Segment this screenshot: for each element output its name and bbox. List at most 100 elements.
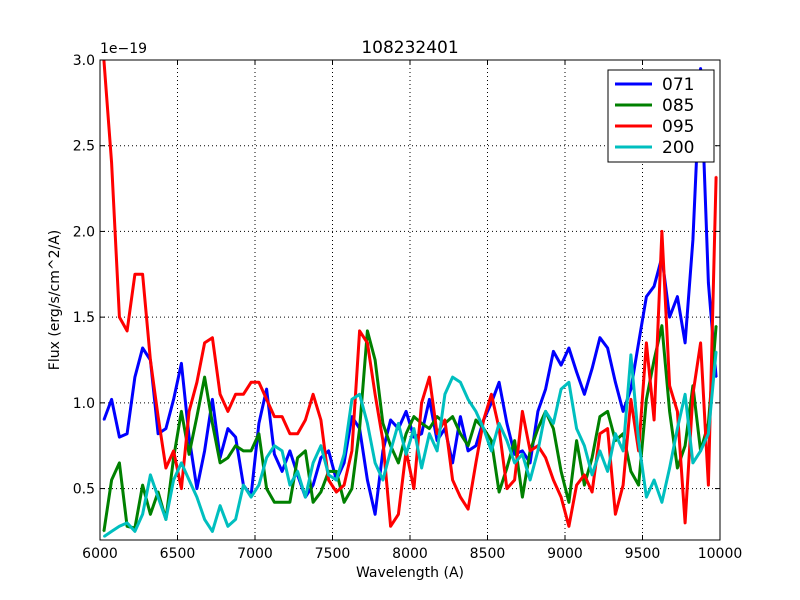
data-point — [126, 522, 128, 524]
series-200 — [103, 350, 718, 538]
data-point — [242, 484, 245, 486]
data-point — [227, 525, 229, 528]
chart-title: 108232401 — [361, 38, 458, 58]
data-point — [134, 273, 136, 276]
y-scale-label: 1e−19 — [100, 41, 147, 57]
data-point — [692, 393, 694, 396]
data-point — [475, 419, 477, 421]
x-tick-label: 6000 — [82, 546, 118, 562]
data-point — [405, 432, 407, 435]
data-point — [203, 376, 206, 378]
data-point — [304, 450, 307, 452]
data-point — [289, 432, 291, 435]
data-point — [211, 422, 214, 425]
data-point — [451, 376, 454, 378]
data-point — [645, 295, 648, 298]
y-tick-label: 2.5 — [73, 139, 95, 155]
data-point — [234, 436, 237, 438]
data-point — [459, 381, 462, 384]
data-point — [110, 162, 113, 164]
data-point — [537, 427, 539, 430]
data-point — [428, 432, 431, 435]
data-point — [715, 350, 717, 353]
data-point — [506, 467, 508, 469]
data-point — [684, 342, 686, 344]
data-point — [707, 432, 710, 435]
legend-label-071: 071 — [662, 75, 694, 95]
data-point — [513, 479, 516, 481]
data-point — [165, 518, 167, 521]
data-point — [645, 398, 648, 401]
data-point — [188, 479, 190, 481]
data-point — [521, 453, 524, 456]
data-point — [676, 410, 679, 413]
data-point — [676, 295, 679, 298]
data-point — [715, 376, 717, 378]
data-point — [420, 432, 423, 435]
data-point — [614, 513, 617, 516]
data-point — [661, 230, 663, 233]
data-point — [661, 324, 663, 327]
x-tick-label: 6500 — [160, 546, 196, 562]
data-point — [382, 479, 384, 481]
data-point — [397, 513, 400, 516]
data-point — [606, 470, 609, 473]
data-point — [234, 393, 237, 396]
data-point — [661, 501, 663, 504]
data-point — [165, 427, 167, 430]
data-point — [521, 496, 524, 498]
data-point — [506, 439, 508, 442]
x-axis-label: Wavelength (A) — [356, 565, 464, 581]
data-point — [351, 487, 353, 490]
data-point — [382, 422, 384, 425]
data-point — [382, 439, 384, 442]
data-point — [521, 410, 524, 413]
data-point — [490, 393, 493, 396]
data-point — [211, 530, 214, 533]
data-point — [614, 381, 617, 384]
data-point — [475, 444, 477, 447]
data-point — [490, 450, 493, 452]
data-point — [684, 393, 686, 396]
data-point — [498, 381, 500, 384]
data-point — [103, 419, 105, 421]
data-point — [630, 470, 632, 473]
data-point — [591, 491, 593, 493]
data-point — [707, 282, 710, 284]
data-point — [583, 444, 586, 447]
data-point — [219, 504, 221, 507]
data-point — [312, 393, 314, 396]
data-point — [560, 470, 562, 473]
x-tick-label: 10000 — [698, 546, 743, 562]
data-point — [389, 450, 392, 452]
data-point — [591, 474, 593, 476]
data-point — [552, 422, 555, 425]
data-point — [366, 479, 369, 481]
data-point — [149, 359, 152, 361]
data-point — [343, 484, 345, 486]
data-point — [637, 342, 640, 344]
data-point — [250, 450, 252, 452]
data-point — [699, 450, 702, 452]
data-point — [188, 410, 190, 413]
data-point — [552, 427, 555, 430]
data-point — [227, 456, 229, 459]
data-point — [467, 398, 469, 401]
data-point — [668, 316, 671, 318]
data-point — [203, 518, 206, 521]
data-point — [118, 462, 121, 464]
data-point — [637, 484, 640, 486]
data-point — [134, 376, 136, 378]
data-point — [459, 496, 462, 498]
data-point — [568, 381, 570, 384]
data-point — [196, 487, 198, 490]
data-point — [188, 453, 190, 456]
data-point — [560, 364, 562, 366]
data-point — [211, 398, 214, 401]
data-point — [327, 450, 330, 452]
data-point — [180, 462, 183, 464]
data-point — [366, 330, 369, 332]
data-point — [258, 484, 260, 486]
